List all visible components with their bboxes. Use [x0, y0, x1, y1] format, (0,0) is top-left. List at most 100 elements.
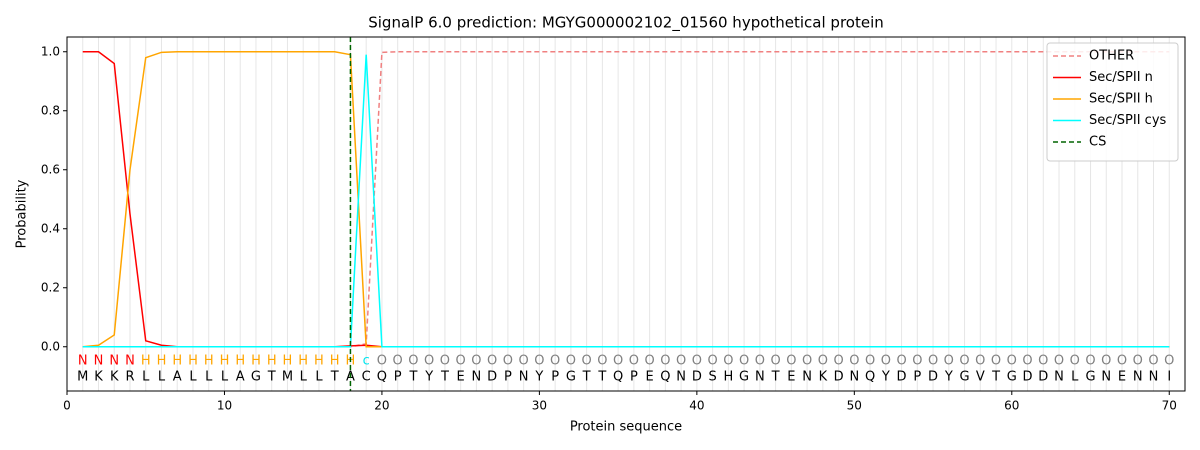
residue: N — [519, 370, 529, 385]
residue: L — [158, 370, 166, 385]
residue: M — [77, 370, 88, 385]
x-tick-label: 40 — [689, 399, 704, 413]
residue: A — [173, 370, 182, 385]
residue: D — [1023, 370, 1033, 385]
region-label: H — [235, 354, 245, 369]
region-label: O — [1117, 354, 1127, 369]
region-label: O — [456, 354, 466, 369]
residue: L — [315, 370, 323, 385]
x-tick-label: 70 — [1162, 399, 1177, 413]
region-label: O — [440, 354, 450, 369]
region-label: O — [849, 354, 859, 369]
region-label: H — [204, 354, 214, 369]
residue: N — [1054, 370, 1064, 385]
residue: T — [991, 370, 1000, 385]
residue: G — [566, 370, 576, 385]
x-tick-label: 50 — [847, 399, 862, 413]
region-label: O — [676, 354, 686, 369]
region-label: O — [928, 354, 938, 369]
residue: A — [236, 370, 245, 385]
region-label: O — [1085, 354, 1095, 369]
region-label: O — [692, 354, 702, 369]
legend: OTHER Sec/SPII n Sec/SPII h Sec/SPII cys CS — [1046, 42, 1179, 162]
residue: N — [802, 370, 812, 385]
residue: Q — [865, 370, 875, 385]
residue: D — [487, 370, 497, 385]
region-label: O — [519, 354, 529, 369]
region-label: O — [1022, 354, 1032, 369]
region-label: N — [94, 354, 104, 369]
region-label: O — [597, 354, 607, 369]
region-label: O — [377, 354, 387, 369]
region-label: O — [770, 354, 780, 369]
region-label: O — [944, 354, 954, 369]
residue: Y — [944, 370, 953, 385]
residue: G — [1085, 370, 1095, 385]
region-label: O — [1148, 354, 1158, 369]
series-line — [82, 51, 1170, 348]
residue: P — [504, 370, 512, 385]
residue: E — [646, 370, 654, 385]
residue: P — [913, 370, 921, 385]
region-label: H — [251, 354, 261, 369]
region-label: O — [613, 354, 623, 369]
region-label: O — [487, 354, 497, 369]
region-label: O — [786, 354, 796, 369]
y-tick-label: 0.0 — [41, 339, 60, 353]
region-label: O — [1054, 354, 1064, 369]
region-label: O — [723, 354, 733, 369]
legend-box — [1046, 42, 1179, 162]
residue: L — [205, 370, 213, 385]
region-label: H — [220, 354, 230, 369]
region-label: H — [314, 354, 324, 369]
y-tick-label: 0.2 — [41, 280, 60, 294]
residue: Q — [613, 370, 623, 385]
y-tick-label: 1.0 — [41, 44, 60, 58]
region-label: O — [912, 354, 922, 369]
x-tick-label: 10 — [217, 399, 232, 413]
region-label: O — [1070, 354, 1080, 369]
region-label: O — [896, 354, 906, 369]
region-label: O — [959, 354, 969, 369]
residue: N — [1133, 370, 1143, 385]
series-line — [82, 54, 1170, 348]
residue: K — [819, 370, 828, 385]
chart-title: SignalP 6.0 prediction: MGYG000002102_01… — [368, 14, 884, 33]
region-label: H — [157, 354, 167, 369]
residue: N — [676, 370, 686, 385]
residue: S — [708, 370, 716, 385]
residue: N — [472, 370, 482, 385]
residue: K — [110, 370, 119, 385]
residue: Q — [660, 370, 670, 385]
region-label: O — [833, 354, 843, 369]
region-label: O — [881, 354, 891, 369]
residue: E — [787, 370, 795, 385]
region-label: O — [660, 354, 670, 369]
series-line — [82, 51, 1170, 348]
region-label: H — [141, 354, 151, 369]
residue: D — [1038, 370, 1048, 385]
residue: K — [94, 370, 103, 385]
residue: Y — [424, 370, 433, 385]
region-label: O — [424, 354, 434, 369]
region-label: H — [298, 354, 308, 369]
y-axis-label: Probability — [15, 179, 30, 248]
region-label: O — [818, 354, 828, 369]
plot-frame — [66, 36, 1186, 392]
residue: E — [457, 370, 465, 385]
residue: G — [1007, 370, 1017, 385]
x-tick-label: 0 — [63, 399, 71, 413]
region-label: O — [802, 354, 812, 369]
legend-label: Sec/SPII h — [1089, 92, 1153, 107]
residue: T — [771, 370, 780, 385]
region-label: O — [503, 354, 513, 369]
region-label: O — [393, 354, 403, 369]
residue: N — [755, 370, 765, 385]
region-label: O — [471, 354, 481, 369]
region-label: O — [629, 354, 639, 369]
residue: G — [739, 370, 749, 385]
region-label: N — [78, 354, 88, 369]
region-label: N — [109, 354, 119, 369]
residue: Q — [377, 370, 387, 385]
